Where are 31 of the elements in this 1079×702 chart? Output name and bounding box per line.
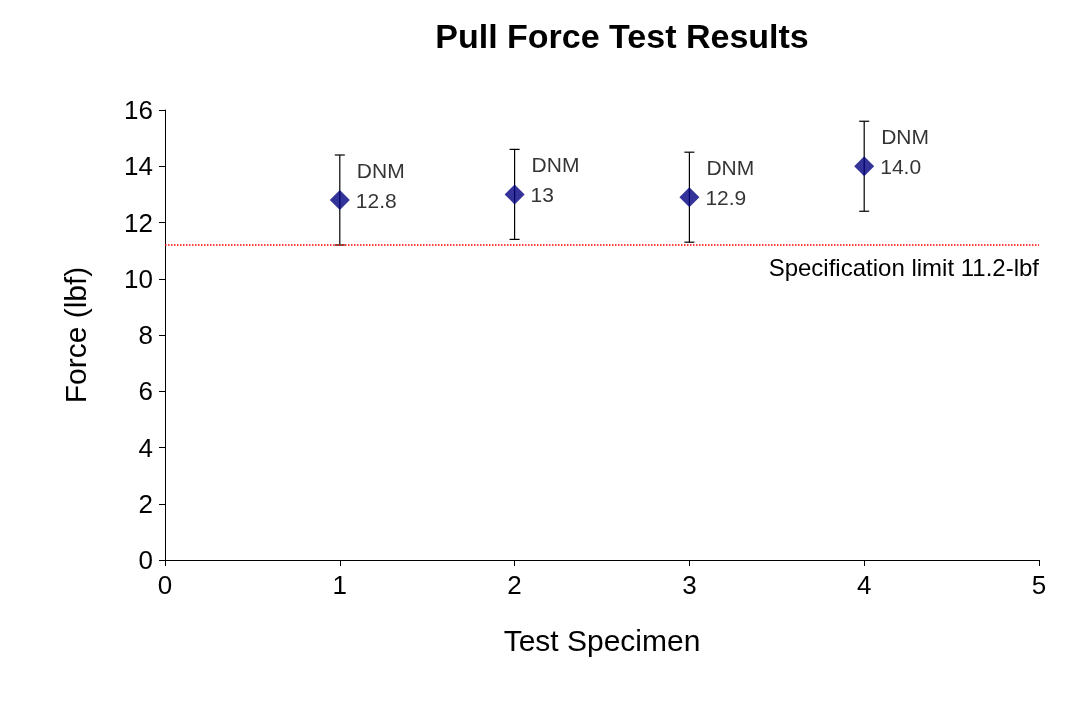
- x-tick-label: 4: [856, 570, 872, 600]
- y-tick-label: 6: [138, 376, 153, 407]
- point: [329, 190, 350, 210]
- x-tick-label: 3: [682, 570, 697, 600]
- x-axis-title: Test Specimen: [503, 623, 701, 657]
- data-label: 13: [530, 182, 554, 206]
- point: [504, 184, 525, 205]
- y-tick-label: 4: [138, 432, 153, 463]
- y-tick-label: 12: [124, 207, 153, 238]
- y-tick-label: 8: [138, 320, 153, 350]
- x-tick-label: 5: [1031, 570, 1047, 600]
- x-tick-label: 0: [157, 570, 173, 600]
- y-tick-label: 14: [124, 151, 153, 182]
- annotation: DNM: [881, 124, 930, 148]
- point: [679, 187, 700, 208]
- ref-line-label: Specification limit 11.2-lbf: [768, 253, 1040, 281]
- annotation: DNM: [706, 155, 755, 179]
- y-tick-label: 16: [124, 95, 153, 125]
- y-tick-label: 2: [138, 488, 153, 519]
- y-tick-label: 0: [138, 545, 153, 575]
- annotation: DNM: [531, 152, 580, 176]
- data-label: 12.8: [355, 188, 397, 212]
- y-axis-title: Force (lbf): [58, 266, 92, 404]
- data-label: 14.0: [880, 154, 922, 178]
- y-tick-label: 10: [124, 263, 153, 294]
- x-tick-label: 2: [507, 570, 522, 600]
- annotation: DNM: [356, 158, 405, 182]
- data-label: 12.9: [705, 185, 747, 209]
- x-tick-label: 1: [332, 570, 348, 600]
- point: [854, 156, 875, 177]
- chart-title: Pull Force Test Results: [435, 17, 809, 55]
